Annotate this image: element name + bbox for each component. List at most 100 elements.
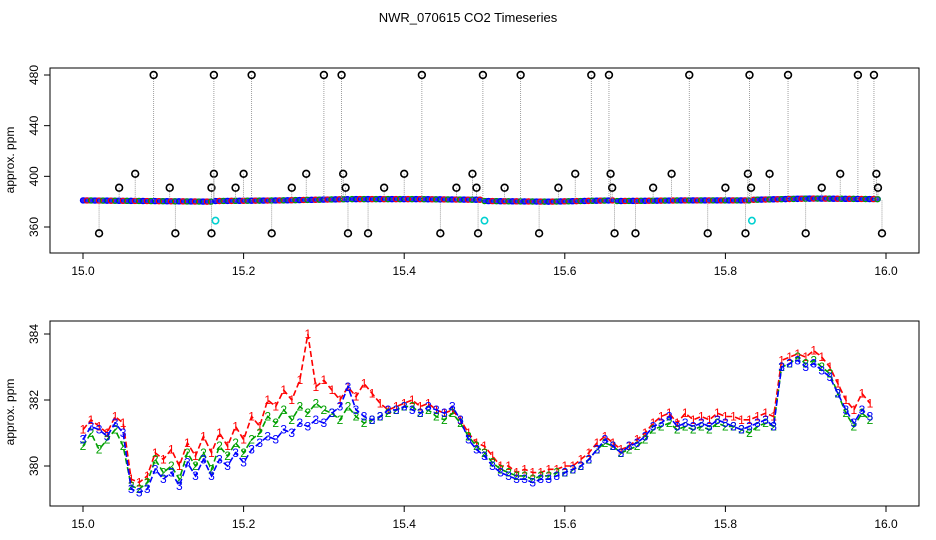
baseline-point: [388, 195, 396, 203]
series-point-label: 2: [513, 469, 520, 483]
series-point-label: 3: [714, 413, 721, 427]
flagged-point: [239, 169, 248, 179]
top-x-axis: 15.0 15.2 15.4 15.6 15.8 16.0: [71, 253, 898, 278]
series-point-label: 3: [634, 436, 641, 450]
series-point-label: 1: [112, 410, 119, 424]
series-point-label: 2: [345, 400, 352, 414]
baseline-point: [111, 197, 119, 204]
series-point-label: 1: [224, 439, 231, 453]
baseline-point: [774, 196, 781, 203]
baseline-point: [420, 196, 428, 203]
series-point-label: 3: [537, 472, 544, 486]
series-point-label: 3: [481, 449, 488, 463]
series-point-label: 1: [698, 410, 705, 424]
series-point-label: 2: [666, 416, 673, 430]
baseline-point: [352, 195, 360, 203]
series-point-label: 2: [313, 396, 320, 410]
series-point-label: 2: [834, 386, 841, 400]
flagged-point: [604, 70, 614, 80]
baseline-point: [790, 195, 797, 203]
series-point-label: 2: [200, 446, 207, 460]
flagged-point: [207, 229, 216, 238]
series-point-label: 1: [682, 406, 689, 420]
series-point-label: 1: [465, 426, 472, 440]
series-point-label: 1: [802, 350, 809, 364]
baseline-point: [79, 197, 87, 204]
baseline-point: [762, 196, 769, 203]
baseline-point: [754, 196, 761, 203]
series-point-label: 2: [553, 466, 560, 480]
series-point-label: 3: [329, 406, 336, 420]
baseline-point: [846, 195, 853, 203]
baseline-point: [332, 196, 339, 203]
series-point-label: 2: [674, 423, 681, 437]
series-point-label: 1: [834, 377, 841, 391]
baseline-point: [533, 198, 540, 205]
series-point-label: 3: [762, 413, 769, 427]
series-point-label: 1: [120, 416, 127, 430]
series-point-label: 1: [569, 459, 576, 473]
series-point-label: 3: [304, 419, 311, 433]
flagged-point: [743, 169, 753, 179]
baseline-point: [509, 198, 516, 205]
flagged-point: [341, 183, 350, 192]
flagged-point: [746, 183, 756, 192]
baseline-point: [464, 196, 472, 203]
series-point-label: 3: [722, 416, 729, 430]
series-point-label: 2: [224, 449, 231, 463]
flagged-point: [473, 229, 483, 238]
series-point-label: 3: [867, 410, 874, 424]
series-point-label: 3: [658, 416, 665, 430]
series-point-label: 3: [457, 413, 464, 427]
series-point-label: 1: [393, 400, 400, 414]
series-point-label: 2: [481, 446, 488, 460]
baseline-point: [468, 196, 476, 203]
series-point-label: 3: [96, 423, 103, 437]
baseline-point: [123, 197, 131, 205]
baseline-point: [272, 197, 279, 204]
series-point-label: 3: [441, 406, 448, 420]
flagged-point: [631, 229, 640, 238]
series-point-label: 2: [240, 446, 247, 460]
baseline-point: [187, 198, 195, 205]
flagged-point: [648, 183, 658, 192]
series-point-label: 1: [746, 413, 753, 427]
bottom-y-axis-label: approx. ppm: [3, 379, 17, 446]
series-point-label: 2: [329, 406, 336, 420]
series-point-label: 1: [706, 413, 713, 427]
series-point-label: 3: [168, 466, 175, 480]
series-point-label: 2: [658, 419, 665, 433]
baseline-point: [858, 195, 865, 203]
series-point-label: 2: [843, 406, 850, 420]
series-point-label: 2: [441, 413, 448, 427]
series-point-label: 1: [754, 410, 761, 424]
series-point-label: 1: [136, 476, 143, 490]
series-point-label: 3: [738, 423, 745, 437]
series-point-label: 1: [377, 396, 384, 410]
series-point-label: 3: [529, 476, 536, 490]
x-tick-label: 15.4: [393, 264, 417, 278]
baseline-point: [681, 197, 689, 204]
series-point-label: 3: [321, 416, 328, 430]
flagged-point: [765, 169, 774, 179]
top-plot-frame: [49, 67, 920, 254]
series-point-label: 1: [240, 433, 247, 447]
baseline-point: [276, 197, 283, 204]
baseline-point: [553, 198, 560, 205]
series-point-label: 1: [770, 410, 777, 424]
baseline-point: [806, 195, 813, 202]
series-point-label: 1: [361, 377, 368, 391]
flagged-point: [606, 169, 615, 179]
series-point-label: 2: [256, 426, 263, 440]
baseline-point: [432, 196, 440, 203]
series-point-label: 2: [594, 443, 601, 457]
series-point-label: 2: [88, 426, 95, 440]
series-point-label: 3: [88, 419, 95, 433]
baseline-point: [481, 197, 488, 205]
series-point-label: 3: [152, 462, 159, 476]
baseline-point: [794, 195, 801, 203]
baseline-point: [493, 197, 500, 205]
baseline-point: [838, 195, 845, 202]
x-tick-label: 15.2: [232, 517, 256, 531]
series-point-label: 1: [96, 419, 103, 433]
